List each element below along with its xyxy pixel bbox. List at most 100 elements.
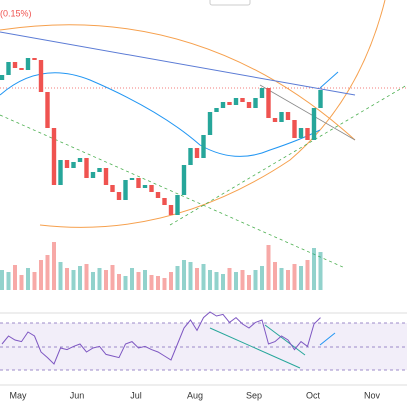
volume-bar — [305, 260, 310, 290]
candle — [305, 128, 310, 140]
volume-bar — [156, 276, 160, 290]
volume-bar — [175, 266, 180, 290]
volume-bar — [195, 268, 199, 290]
candle — [201, 135, 206, 158]
volume-bar — [240, 270, 245, 290]
candle — [246, 102, 252, 108]
candle — [64, 160, 70, 168]
candle — [110, 185, 115, 192]
volume-bar — [318, 252, 323, 290]
volume-bar — [214, 272, 219, 290]
volume-bar — [65, 268, 69, 290]
candle — [129, 178, 135, 180]
candle — [279, 112, 284, 122]
moving-average — [0, 72, 321, 157]
volume-bar — [227, 268, 232, 290]
x-tick-label: Nov — [364, 390, 381, 400]
candle — [71, 162, 76, 168]
candle — [6, 62, 11, 75]
candle — [149, 185, 154, 192]
candle — [84, 158, 89, 178]
volume-bar — [253, 270, 258, 290]
candle — [142, 185, 148, 188]
volume-bar — [162, 278, 167, 290]
candle — [116, 192, 122, 200]
x-tick-label: May — [9, 390, 27, 400]
volume-bar — [130, 268, 134, 290]
rsi-trendline — [264, 324, 306, 356]
candle — [58, 160, 63, 185]
candle — [311, 108, 317, 140]
arc-upper — [0, 24, 356, 141]
volume-bar — [169, 272, 173, 290]
candle — [266, 88, 271, 118]
volume-bar — [52, 242, 56, 290]
volume-bar — [201, 264, 206, 290]
candle — [90, 172, 96, 178]
candle — [227, 102, 232, 105]
volume-bar — [182, 260, 186, 290]
volume-bar — [26, 268, 30, 290]
volume-bar — [149, 275, 154, 290]
x-tick-label: Sep — [246, 390, 262, 400]
volume-bar — [123, 276, 128, 290]
volume-bar — [97, 268, 102, 290]
candle — [259, 88, 265, 98]
volume-bar — [0, 270, 4, 290]
volume-bar — [13, 265, 17, 290]
candle — [272, 118, 278, 122]
volume-bar — [312, 248, 316, 290]
x-tick-label: Aug — [187, 390, 203, 400]
candle — [32, 58, 37, 60]
volume-bar — [234, 272, 238, 290]
candle — [298, 128, 304, 138]
candle — [214, 108, 219, 112]
volume-bar — [19, 275, 24, 290]
toolbar-button[interactable] — [209, 0, 251, 6]
candle — [51, 128, 57, 185]
candle — [25, 58, 31, 70]
candle — [12, 62, 18, 68]
change-label: (0.15%) — [0, 8, 32, 18]
x-tick-label: Jun — [70, 390, 85, 400]
volume-bar — [299, 266, 303, 290]
candle — [175, 195, 180, 215]
candle — [318, 90, 323, 108]
candle — [220, 102, 226, 108]
volume-bar — [58, 262, 63, 290]
candle — [77, 158, 83, 162]
volume-bar — [136, 272, 141, 290]
volume-bar — [78, 266, 82, 290]
candle — [181, 165, 187, 195]
x-tick-label: Jul — [130, 390, 142, 400]
channel-line — [0, 114, 346, 269]
candle — [194, 148, 200, 158]
volume-bar — [91, 272, 95, 290]
volume-bar — [6, 272, 11, 290]
candle — [292, 120, 297, 138]
volume-bar — [32, 272, 37, 290]
x-tick-label: Oct — [306, 390, 321, 400]
arc-lower — [39, 0, 386, 228]
volume-bar — [39, 260, 43, 290]
volume-bar — [247, 275, 251, 290]
candle — [38, 60, 44, 92]
arrow — [319, 71, 339, 89]
volume-bar — [104, 270, 108, 290]
rsi-line — [1, 311, 321, 365]
rsi-trendline — [209, 327, 301, 369]
candle — [207, 112, 213, 135]
volume-bar — [279, 268, 284, 290]
candle — [233, 98, 239, 105]
candle — [188, 148, 193, 165]
volume-bar — [208, 270, 212, 290]
candle — [45, 92, 50, 128]
trendline — [259, 84, 356, 141]
volume-bar — [143, 270, 147, 290]
candle — [155, 192, 161, 198]
arrow — [319, 332, 336, 346]
volume-bar — [260, 266, 264, 290]
candle — [19, 68, 24, 70]
volume-bar — [286, 270, 290, 290]
